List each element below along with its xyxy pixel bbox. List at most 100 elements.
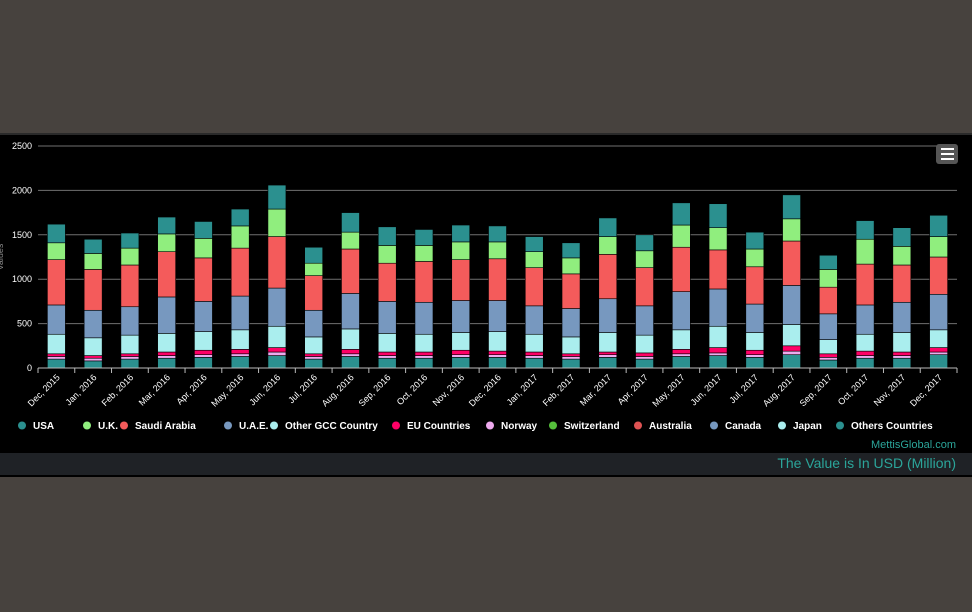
bar-segment-u-a-e-[interactable] xyxy=(83,309,103,339)
legend-item-switzerland[interactable]: Switzerland xyxy=(549,421,620,432)
bar-segment-eu-countries[interactable] xyxy=(819,353,838,358)
bar-segment-usa[interactable] xyxy=(598,217,618,237)
bar-segment-usa[interactable] xyxy=(708,203,728,228)
bar-segment-saudi-arabia[interactable] xyxy=(671,246,691,292)
bar-segment-japan[interactable] xyxy=(782,324,801,347)
bar-segment-u-a-e-[interactable] xyxy=(819,313,838,340)
bar-segment-eu-countries[interactable] xyxy=(414,351,434,356)
bar-segment-japan[interactable] xyxy=(157,333,176,353)
bar-segment-norway[interactable] xyxy=(194,354,213,358)
bar-segment-usa[interactable] xyxy=(524,357,544,369)
bar-segment-saudi-arabia[interactable] xyxy=(708,249,728,290)
bar-segment-u-k-[interactable] xyxy=(635,250,654,268)
bar-segment-saudi-arabia[interactable] xyxy=(304,275,324,311)
bar-segment-saudi-arabia[interactable] xyxy=(745,266,765,305)
bar-segment-eu-countries[interactable] xyxy=(929,347,948,353)
bar-segment-u-a-e-[interactable] xyxy=(561,308,581,338)
bar-segment-usa[interactable] xyxy=(708,355,728,369)
bar-segment-u-k-[interactable] xyxy=(304,262,324,276)
bar-segment-usa[interactable] xyxy=(230,356,250,369)
bar-segment-usa[interactable] xyxy=(892,357,912,369)
bar-segment-usa[interactable] xyxy=(377,226,397,246)
legend-item-japan[interactable]: Japan xyxy=(778,421,822,432)
bar-segment-saudi-arabia[interactable] xyxy=(194,257,213,302)
bar-segment-norway[interactable] xyxy=(892,355,912,359)
bar-segment-eu-countries[interactable] xyxy=(120,353,140,357)
legend-item-usa[interactable]: USA xyxy=(18,421,54,432)
bar-segment-usa[interactable] xyxy=(819,359,838,369)
bar-segment-u-k-[interactable] xyxy=(782,218,801,242)
bar-segment-usa[interactable] xyxy=(47,358,66,369)
bar-segment-usa[interactable] xyxy=(561,358,581,369)
bar-segment-norway[interactable] xyxy=(488,354,507,358)
bar-segment-japan[interactable] xyxy=(745,332,765,351)
bar-segment-norway[interactable] xyxy=(451,354,471,358)
bar-segment-eu-countries[interactable] xyxy=(377,351,397,356)
bar-segment-norway[interactable] xyxy=(819,357,838,361)
bar-segment-eu-countries[interactable] xyxy=(157,351,176,356)
bar-segment-u-k-[interactable] xyxy=(561,257,581,275)
bar-segment-japan[interactable] xyxy=(598,332,618,353)
bar-segment-usa[interactable] xyxy=(671,202,691,226)
bar-segment-u-k-[interactable] xyxy=(524,251,544,268)
bar-segment-usa[interactable] xyxy=(341,212,360,233)
bar-segment-u-a-e-[interactable] xyxy=(194,301,213,332)
bar-segment-u-k-[interactable] xyxy=(819,269,838,288)
bar-segment-norway[interactable] xyxy=(341,353,360,357)
bar-segment-japan[interactable] xyxy=(892,332,912,353)
bar-segment-u-k-[interactable] xyxy=(120,247,140,266)
bar-segment-eu-countries[interactable] xyxy=(782,345,801,352)
bar-segment-usa[interactable] xyxy=(267,355,287,369)
bar-segment-usa[interactable] xyxy=(451,224,471,243)
bar-segment-saudi-arabia[interactable] xyxy=(598,254,618,300)
bar-segment-usa[interactable] xyxy=(745,357,765,369)
bar-segment-usa[interactable] xyxy=(304,246,324,264)
bar-segment-usa[interactable] xyxy=(635,234,654,252)
bar-segment-u-k-[interactable] xyxy=(157,233,176,252)
bar-segment-norway[interactable] xyxy=(267,351,287,356)
bar-segment-usa[interactable] xyxy=(929,354,948,369)
bar-segment-eu-countries[interactable] xyxy=(451,349,471,355)
bar-segment-saudi-arabia[interactable] xyxy=(929,256,948,295)
bar-segment-saudi-arabia[interactable] xyxy=(782,240,801,286)
legend-item-u-k-[interactable]: U.K. xyxy=(83,421,118,432)
bar-segment-eu-countries[interactable] xyxy=(194,349,213,355)
bar-segment-u-a-e-[interactable] xyxy=(451,300,471,333)
bar-segment-u-k-[interactable] xyxy=(230,225,250,249)
bar-segment-norway[interactable] xyxy=(671,353,691,357)
bar-segment-usa[interactable] xyxy=(83,238,103,254)
bar-segment-norway[interactable] xyxy=(598,354,618,358)
bar-segment-u-a-e-[interactable] xyxy=(782,285,801,325)
bar-segment-japan[interactable] xyxy=(267,325,287,348)
bar-segment-u-a-e-[interactable] xyxy=(230,295,250,331)
bar-segment-u-a-e-[interactable] xyxy=(598,298,618,333)
bar-segment-japan[interactable] xyxy=(671,329,691,350)
bar-segment-japan[interactable] xyxy=(855,333,875,352)
bar-segment-u-k-[interactable] xyxy=(267,208,287,237)
legend-item-eu-countries[interactable]: EU Countries xyxy=(392,421,471,432)
bar-segment-usa[interactable] xyxy=(414,357,434,369)
bar-segment-eu-countries[interactable] xyxy=(47,353,66,357)
bar-segment-japan[interactable] xyxy=(304,336,324,355)
bar-segment-u-k-[interactable] xyxy=(488,241,507,260)
bar-segment-usa[interactable] xyxy=(451,357,471,369)
chart-menu-button[interactable] xyxy=(936,144,958,164)
bar-segment-japan[interactable] xyxy=(83,337,103,356)
bar-segment-u-a-e-[interactable] xyxy=(341,293,360,330)
bar-segment-japan[interactable] xyxy=(377,333,397,353)
bar-segment-u-a-e-[interactable] xyxy=(671,291,691,331)
bar-segment-eu-countries[interactable] xyxy=(304,353,324,357)
bar-segment-saudi-arabia[interactable] xyxy=(451,259,471,301)
bar-segment-saudi-arabia[interactable] xyxy=(635,267,654,307)
bar-segment-japan[interactable] xyxy=(929,329,948,348)
bar-segment-usa[interactable] xyxy=(304,358,324,369)
bar-segment-u-a-e-[interactable] xyxy=(635,305,654,336)
bar-segment-japan[interactable] xyxy=(194,331,213,351)
bar-segment-u-k-[interactable] xyxy=(83,253,103,270)
bar-segment-eu-countries[interactable] xyxy=(855,350,875,356)
bar-segment-u-a-e-[interactable] xyxy=(524,305,544,335)
bar-segment-usa[interactable] xyxy=(230,208,250,227)
bar-segment-japan[interactable] xyxy=(524,333,544,353)
bar-segment-japan[interactable] xyxy=(451,332,471,351)
bar-segment-usa[interactable] xyxy=(120,232,140,249)
